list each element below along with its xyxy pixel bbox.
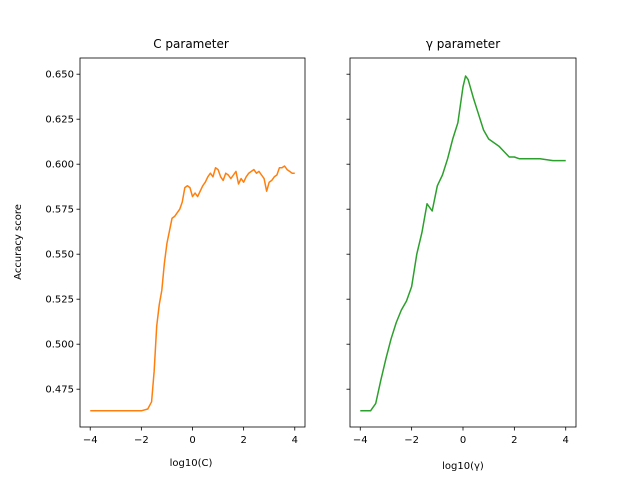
panel-c-ytick-label: 0.550 — [45, 250, 74, 261]
panel-gamma-xtick-label: −2 — [404, 435, 419, 446]
panel-gamma-series-line-0 — [360, 75, 566, 412]
panel-c-ytick-label: 0.650 — [45, 70, 74, 81]
panel-gamma-parameter: γ parameter −4 −2 0 2 4 log10(γ) — [346, 37, 577, 472]
panel-c-ytick-label: 0.600 — [45, 160, 74, 171]
panel-c-xtick-label: −4 — [83, 435, 98, 446]
panel-c-ytick-label: 0.625 — [45, 115, 74, 126]
panel-gamma-title: γ parameter — [426, 37, 500, 51]
panel-c-xtick-label: 4 — [292, 435, 298, 446]
panel-c-xtick-label: 0 — [189, 435, 195, 446]
panel-c-title: C parameter — [153, 37, 229, 51]
panel-c-xlabel: log10(C) — [170, 458, 213, 469]
panel-c-parameter: C parameter −4 −2 0 2 4 0.475 0.500 0.525 0.550 0… — [13, 37, 306, 469]
panel-c-ytick-label: 0.475 — [45, 385, 74, 396]
panel-c-ytick-label: 0.500 — [45, 340, 74, 351]
panel-c-ytick-label: 0.575 — [45, 205, 74, 216]
panel-c-ylabel: Accuracy score — [13, 204, 24, 280]
panel-c-series-line-0 — [90, 165, 295, 412]
panel-gamma-xtick-label: 0 — [460, 435, 466, 446]
panel-gamma-xtick-label: −4 — [353, 435, 368, 446]
panel-gamma-plot-area: −4 −2 0 2 4 — [346, 57, 577, 446]
panel-c-xtick-label: 2 — [240, 435, 246, 446]
panel-gamma-xlabel: log10(γ) — [442, 461, 484, 472]
panel-gamma-xtick-label: 2 — [511, 435, 517, 446]
panel-c-ytick-label: 0.525 — [45, 295, 74, 306]
panel-gamma-xtick-label: 4 — [563, 435, 569, 446]
panel-c-xtick-label: −2 — [134, 435, 149, 446]
panel-c-plot-area: −4 −2 0 2 4 0.475 0.500 0.525 0.550 0.575 0.600 0.6… — [45, 57, 306, 446]
